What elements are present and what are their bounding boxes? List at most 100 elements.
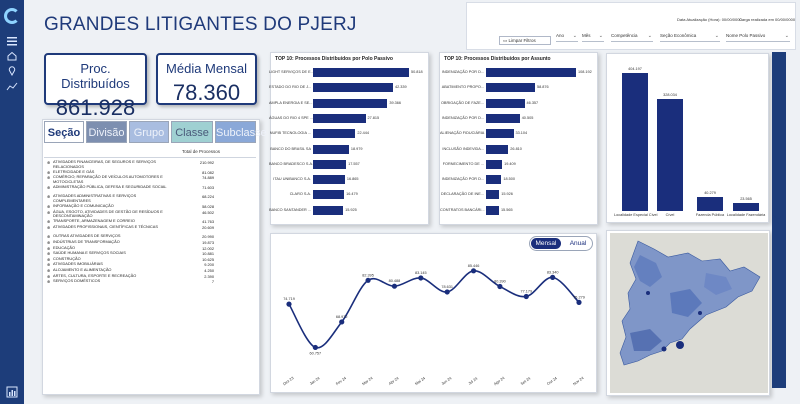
period-toggle[interactable]: Mensal Anual [529, 236, 593, 251]
table-row[interactable]: ⊕ ATIVIDADES ADMINISTRATIVAS E SERVIÇOS C… [44, 194, 256, 203]
bar[interactable] [313, 205, 344, 215]
chevron-down-icon: ⌄ [647, 33, 652, 39]
bar[interactable] [486, 175, 502, 185]
bar[interactable] [313, 68, 409, 77]
table-row[interactable]: ⊕ SERVIÇOS DOMÉSTICOS 7 [44, 278, 256, 285]
expand-icon[interactable]: ⊕ [47, 219, 51, 225]
home-icon[interactable] [5, 51, 19, 63]
tab-classe[interactable]: Classe [171, 121, 213, 143]
tab-grupo[interactable]: Grupo [129, 121, 169, 143]
bar[interactable] [313, 190, 345, 200]
slicer-competencia[interactable]: Competência ⌄ [611, 33, 653, 42]
row-category: ATIVIDADES FINANCEIRAS, DE SEGUROS E SER… [53, 159, 156, 169]
bar[interactable] [486, 144, 509, 154]
clear-filters-button[interactable]: ▭ Limpar Filtros [499, 36, 551, 45]
logo-icon [4, 8, 20, 24]
location-icon[interactable] [5, 66, 19, 78]
table-row[interactable]: ⊕ ATIVIDADES IMOBILIÁRIAS 9.200 [44, 261, 256, 268]
bar[interactable] [486, 83, 535, 93]
bar[interactable] [313, 98, 388, 108]
menu-icon[interactable] [5, 36, 19, 48]
slicer-mes[interactable]: Mês ⌄ [582, 33, 604, 42]
bar[interactable] [486, 68, 576, 77]
bar-category-label: ALIENAÇÃO FIDUCIÁRIA [440, 131, 485, 136]
tab-divisao[interactable]: Divisão [86, 121, 127, 143]
table-row[interactable]: ⊕ TRANSPORTE, ARMAZENAGEM E CORREIO 41.763 [44, 218, 256, 225]
table-row[interactable]: ⊕ ÁGUA, ESGOTO, ATIVIDADES DE GESTÃO DE R… [44, 208, 256, 219]
bar[interactable] [733, 202, 759, 211]
bar[interactable] [486, 159, 503, 169]
bar[interactable] [657, 99, 683, 211]
tab-secao[interactable]: Seção [44, 121, 84, 143]
row-category: ARTES, CULTURA, ESPORTE E RECREAÇÃO [53, 272, 137, 278]
toggle-mensal[interactable]: Mensal [531, 238, 561, 249]
expand-icon[interactable]: ⊕ [47, 160, 51, 165]
expand-icon[interactable]: ⊕ [47, 204, 51, 209]
row-category: COMÉRCIO; REPARAÇÃO DE VEÍCULOS AUTOMOTO… [53, 174, 163, 184]
bar[interactable] [313, 159, 347, 169]
expand-icon[interactable]: ⊕ [47, 234, 51, 240]
expand-icon[interactable]: ⊕ [47, 268, 51, 273]
bar-category-label: BANCO SANTANDER ... [269, 207, 311, 212]
filter-icon[interactable] [773, 214, 783, 226]
slicer-ano[interactable]: Ano ⌄ [556, 33, 578, 42]
table-row[interactable]: ⊕ ATIVIDADES FINANCEIRAS, DE SEGUROS E SE… [44, 159, 256, 169]
expand-icon[interactable]: ⊕ [47, 245, 51, 251]
bar[interactable] [486, 98, 525, 108]
expand-icon[interactable]: ⊕ [47, 169, 51, 175]
bar-category-label: CONTRATOS BANCÁRI... [440, 207, 485, 212]
bar[interactable] [622, 73, 648, 211]
table-row[interactable]: ⊕ INFORMAÇÃO E COMUNICAÇÃO 58.028 [44, 203, 256, 209]
bar[interactable] [313, 83, 393, 93]
bar[interactable] [486, 190, 500, 200]
slicer-secao-economica[interactable]: Seção Econômica ⌄ [660, 33, 720, 42]
bar[interactable] [313, 129, 356, 139]
table-row[interactable]: ⊕ CONSTRUÇÃO 10.625 [44, 256, 256, 262]
table-row[interactable]: ⊕ ALOJAMENTO E ALIMENTAÇÃO 4.250 [44, 267, 256, 273]
row-category: INFORMAÇÃO E COMUNICAÇÃO [53, 203, 114, 208]
bar[interactable] [697, 197, 723, 211]
table-row[interactable]: ⊕ ARTES, CULTURA, ESPORTE E RECREAÇÃO 2.39… [44, 272, 256, 279]
expand-icon[interactable]: ⊕ [47, 256, 51, 262]
row-value: 68.224 [202, 194, 214, 200]
expand-icon[interactable]: ⊕ [47, 209, 51, 215]
row-category: ATIVIDADES PROFISSIONAIS, CIENTÍFICAS E … [53, 223, 158, 229]
bar[interactable] [486, 129, 514, 139]
chart-polo-passivo-panel: TOP 10: Processos Distribuídos por Polo … [270, 52, 429, 225]
expand-icon[interactable]: ⊕ [47, 262, 51, 268]
row-value: 210.992 [199, 160, 214, 165]
expand-icon[interactable]: ⊕ [47, 251, 51, 257]
expand-icon[interactable]: ⊕ [47, 184, 51, 190]
bar-category-label: ÁGUAS DO RIO 4 SPE ... [269, 115, 313, 120]
bar[interactable] [486, 205, 499, 215]
expand-icon[interactable]: ⊕ [47, 175, 51, 181]
map[interactable] [610, 233, 768, 393]
row-category: ÁGUA, ESGOTO, ATIVIDADES DE GESTÃO DE RE… [53, 208, 163, 219]
table-row[interactable]: ⊕ ATIVIDADES PROFISSIONAIS, CIENTÍFICAS E… [44, 223, 256, 234]
tab-subclasse[interactable]: Subclasse [215, 121, 267, 143]
row-category: ATIVIDADES IMOBILIÁRIAS [53, 261, 103, 267]
table-row[interactable]: ⊕ OUTRAS ATIVIDADES DE SERVIÇOS 20.990 [44, 234, 256, 240]
table-row[interactable]: ⊕ INDÚSTRIAS DE TRANSFORMAÇÃO 19.873 [44, 239, 256, 245]
reports-icon[interactable] [5, 386, 19, 398]
bar[interactable] [313, 175, 345, 185]
row-value: 10.881 [202, 251, 214, 257]
table-row[interactable]: ⊕ ADMINISTRAÇÃO PÚBLICA, DEFESA E SEGURID… [44, 183, 256, 194]
toggle-anual[interactable]: Anual [569, 240, 587, 247]
bar[interactable] [313, 113, 366, 123]
row-category: ADMINISTRAÇÃO PÚBLICA, DEFESA E SEGURIDA… [53, 183, 167, 189]
expand-icon[interactable]: ⊕ [47, 273, 51, 279]
bar[interactable] [313, 144, 349, 154]
expand-icon[interactable]: ⊕ [47, 279, 51, 285]
table-row[interactable]: ⊕ SAÚDE HUMANA E SERVIÇOS SOCIAIS 10.881 [44, 250, 256, 257]
slicer-polo-passivo[interactable]: Nome Polo Passivo ⌄ [726, 33, 790, 42]
table-row[interactable]: ⊕ EDUCAÇÃO 12.002 [44, 245, 256, 251]
table-row[interactable]: ⊕ ELETRICIDADE E GÁS 81.082 [44, 169, 256, 175]
expand-icon[interactable]: ⊕ [47, 240, 51, 245]
bar[interactable] [486, 113, 520, 123]
table-row[interactable]: ⊕ COMÉRCIO; REPARAÇÃO DE VEÍCULOS AUTOMOT… [44, 174, 256, 184]
chart-icon[interactable] [5, 81, 19, 93]
expand-icon[interactable]: ⊕ [47, 194, 51, 200]
expand-icon[interactable]: ⊕ [47, 224, 51, 230]
kpi-media-mensal: Média Mensal 78.360 [156, 53, 257, 105]
